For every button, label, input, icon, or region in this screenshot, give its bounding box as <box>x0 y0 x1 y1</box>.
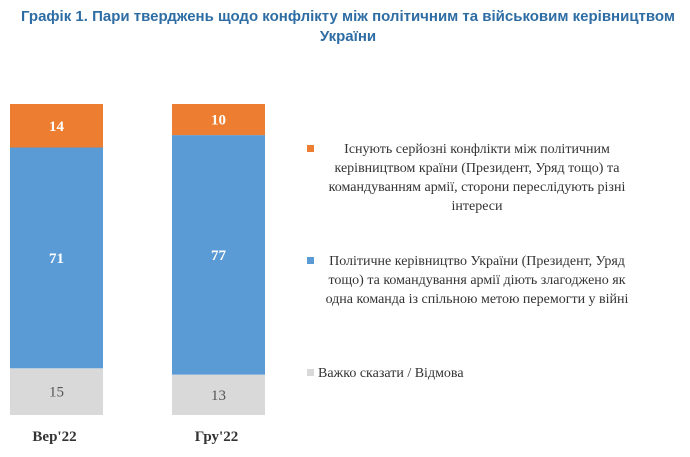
legend-label: Важко сказати / Відмова <box>318 366 464 381</box>
chart-legend: Існують серйозні конфлікти між політични… <box>307 0 637 457</box>
legend-swatch <box>307 145 314 152</box>
legend-label: Існують серйозні конфлікти між політични… <box>328 142 626 214</box>
bar-segment <box>172 135 265 375</box>
data-label: 10 <box>211 113 226 129</box>
category-label: Вер'22 <box>32 429 76 445</box>
category-label: Гру'22 <box>195 429 238 445</box>
data-label: 77 <box>211 248 227 264</box>
legend-item: Політичне керівництво України (Президент… <box>307 252 636 309</box>
chart-title: Графік 1. Пари тверджень щодо конфлікту … <box>21 8 675 45</box>
legend-item: Існують серйозні конфлікти між політични… <box>307 140 636 216</box>
data-label: 71 <box>49 251 64 267</box>
bar-segment <box>10 104 103 148</box>
data-label: 14 <box>49 119 65 135</box>
data-label: 15 <box>49 385 64 401</box>
bar-segment <box>172 104 265 136</box>
bar-segment <box>10 147 103 369</box>
bar-segment <box>172 374 265 415</box>
legend-swatch <box>307 369 314 376</box>
data-label: 13 <box>211 388 226 404</box>
bar-segment <box>10 368 103 415</box>
legend-label: Політичне керівництво України (Президент… <box>325 254 629 307</box>
legend-swatch <box>307 257 314 264</box>
legend-item: Важко сказати / Відмова <box>307 364 464 383</box>
